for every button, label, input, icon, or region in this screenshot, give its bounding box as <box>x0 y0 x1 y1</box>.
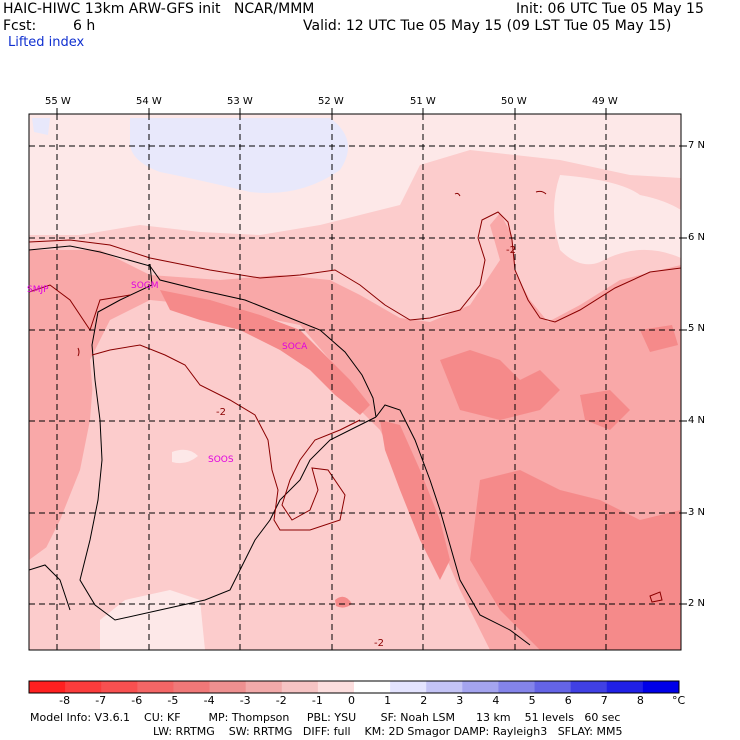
station-label: SOGM <box>131 281 159 291</box>
border-west <box>29 564 71 611</box>
colorbar-swatch <box>606 681 644 693</box>
shade-lightest-east <box>554 175 681 265</box>
colorbar-tick-label: 1 <box>384 694 392 707</box>
colorbar-tick-label: 4 <box>492 694 500 707</box>
shade-cold <box>129 118 348 194</box>
colorbar-swatch <box>245 681 283 693</box>
colorbar-swatch <box>642 681 680 693</box>
shade-dark-patch <box>440 350 560 420</box>
plot-title: HAIC-HIWC 13km ARW-GFS init NCAR/MMM <box>3 1 315 17</box>
shade-lightest-south <box>100 590 205 650</box>
lat-label: 6 N <box>688 232 706 243</box>
shade-light-interior <box>40 340 275 650</box>
colorbar-swatch <box>65 681 102 693</box>
shade-lightest-patch <box>172 449 198 464</box>
shade-dark-small <box>335 596 352 608</box>
contour-label: -2 <box>216 407 226 418</box>
valid-time: Valid: 12 UTC Tue 05 May 15 (09 LST Tue … <box>303 18 672 34</box>
station-label: SOCA <box>282 342 308 352</box>
contour-minus2-interior <box>91 344 361 531</box>
lat-lon-grid <box>29 114 681 650</box>
colorbar-swatch <box>173 681 211 693</box>
lon-label: 53 W <box>227 96 253 107</box>
contour-label: -2 <box>374 638 384 649</box>
border-frguiana-brazil <box>375 404 531 646</box>
border-suriname-guyana <box>79 263 241 621</box>
lon-label: 51 W <box>410 96 436 107</box>
shade-dark-coast <box>160 290 370 415</box>
colorbar-swatch <box>101 681 138 693</box>
colorbar <box>29 681 680 693</box>
colorbar-tick-label: 0 <box>348 694 355 707</box>
colorbar-swatch <box>498 681 536 693</box>
colorbar-swatch <box>29 681 66 693</box>
map-frame <box>28 113 682 651</box>
colorbar-swatch <box>462 681 499 693</box>
colorbar-tick-label: -5 <box>167 694 179 707</box>
contour-minus2-west <box>29 284 131 332</box>
lat-label: 3 N <box>688 507 706 518</box>
colorbar-tick-label: -4 <box>203 694 215 707</box>
lat-label: 5 N <box>688 323 706 334</box>
colorbar-swatch <box>209 681 247 693</box>
shade-dark-river <box>380 420 450 580</box>
lat-label: 2 N <box>688 598 706 609</box>
contour-label: -2 <box>506 245 516 256</box>
colorbar-tick-label: 6 <box>564 694 572 707</box>
ticks <box>56 108 687 605</box>
forecast-label: Fcst: <box>3 18 37 34</box>
contour-minus2-small-3 <box>454 192 461 197</box>
contour-minus2-small-4 <box>649 591 663 603</box>
colorbar-swatch <box>137 681 174 693</box>
colorbar-frame <box>28 680 680 694</box>
colorbar-tick-label: -3 <box>239 694 251 707</box>
colorbar-swatch <box>426 681 463 693</box>
shade-dark-patch-ne <box>640 325 678 352</box>
model-info-line2: LW: RRTMG SW: RRTMG DIFF: full KM: 2D Sm… <box>153 725 623 738</box>
lon-label: 49 W <box>592 96 618 107</box>
contour-minus2-small-2 <box>535 190 547 195</box>
colorbar-tick-label: -7 <box>95 694 107 707</box>
colorbar-swatch <box>534 681 572 693</box>
station-label: SOOS <box>208 455 234 465</box>
lon-label: 50 W <box>501 96 527 107</box>
lat-label: 7 N <box>688 140 706 151</box>
colorbar-tick-label: -2 <box>275 694 287 707</box>
shade-dark-patch-east <box>580 390 630 430</box>
colorbar-swatch <box>281 681 319 693</box>
shade-dark-southeast <box>470 470 681 650</box>
forecast-hour: 6 h <box>73 18 96 34</box>
lon-label: 52 W <box>318 96 344 107</box>
model-info-line1: Model Info: V3.6.1 CU: KF MP: Thompson P… <box>30 711 621 724</box>
field-name: Lifted index <box>8 35 85 50</box>
colorbar-swatch <box>354 681 391 693</box>
coastline <box>29 245 377 418</box>
lat-label: 4 N <box>688 415 706 426</box>
colorbar-swatch <box>570 681 608 693</box>
colorbar-tick-label: 2 <box>420 694 428 707</box>
shade-light-patch <box>285 396 312 409</box>
contour-minus2-small <box>77 347 80 357</box>
border-suriname-frguiana <box>239 416 377 571</box>
contour-minus2-north <box>29 211 681 323</box>
colorbar-tick-label: 3 <box>456 694 464 707</box>
colorbar-tick-label: -6 <box>131 694 143 707</box>
colorbar-unit: °C <box>672 694 686 707</box>
shade-light-sw <box>29 560 70 650</box>
colorbar-tick-label: -1 <box>311 694 323 707</box>
station-label: SMJP <box>27 285 49 295</box>
lon-label: 55 W <box>45 96 71 107</box>
colorbar-tick-label: 8 <box>636 694 644 707</box>
shade-cold-west <box>32 118 50 135</box>
colorbar-swatch <box>317 681 355 693</box>
init-time: Init: 06 UTC Tue 05 May 15 <box>516 1 704 17</box>
lon-label: 54 W <box>136 96 162 107</box>
colorbar-tick-label: -8 <box>59 694 71 707</box>
colorbar-tick-label: 5 <box>528 694 536 707</box>
colorbar-tick-label: 7 <box>600 694 608 707</box>
colorbar-swatch <box>390 681 427 693</box>
